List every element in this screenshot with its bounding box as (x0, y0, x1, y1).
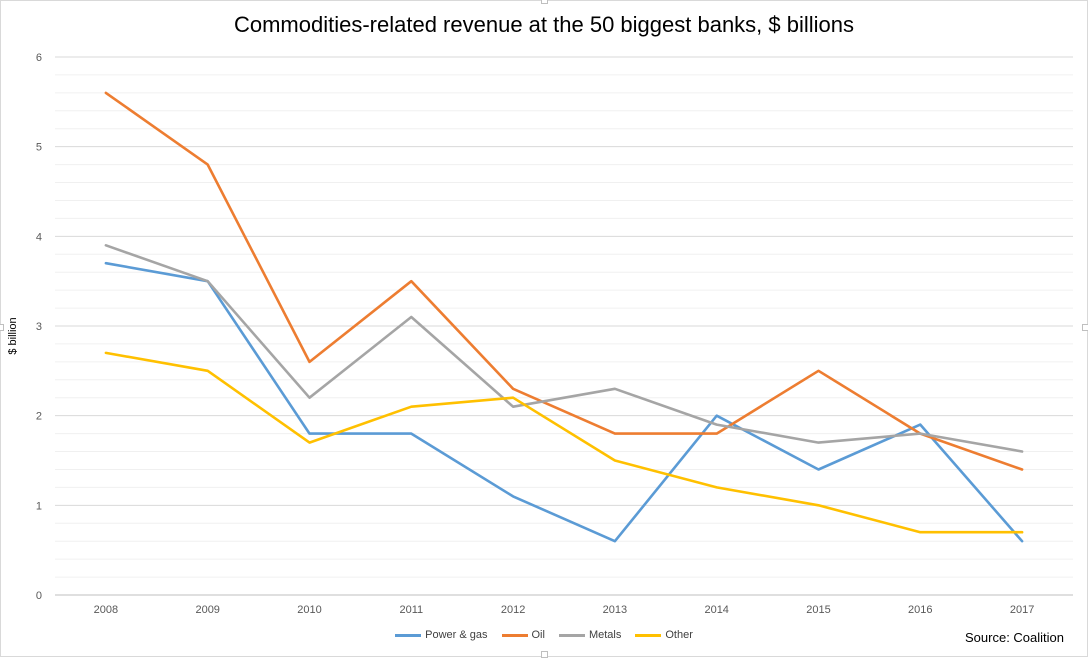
legend-item-other: Other (635, 629, 693, 641)
resize-handle-right[interactable] (1082, 324, 1088, 331)
legend-swatch-oil (501, 633, 528, 637)
x-tick-label: 2011 (399, 604, 423, 616)
series-line-oil (104, 91, 1024, 471)
x-tick-label: 2013 (603, 604, 627, 616)
legend-item-power-gas: Power & gas (395, 629, 488, 641)
y-tick-label: 5 (36, 142, 42, 154)
resize-handle-top[interactable] (541, 0, 548, 4)
chart-title: Commodities-related revenue at the 50 bi… (233, 12, 855, 37)
legend-item-metals: Metals (558, 629, 622, 641)
source-note: Source: Coalition (965, 630, 1064, 645)
legend-label-power-gas: Power & gas (425, 629, 488, 641)
legend-label-other: Other (665, 629, 693, 641)
x-tick-label: 2012 (501, 604, 525, 616)
x-tick-label: 2008 (94, 604, 118, 616)
resize-handle-left[interactable] (0, 324, 4, 331)
series-line-other (104, 351, 1024, 534)
legend: Power & gas Oil Metals Other (0, 629, 1088, 641)
x-tick-label: 2010 (297, 604, 321, 616)
y-tick-label: 1 (36, 500, 42, 512)
x-tick-label: 2009 (195, 604, 219, 616)
x-tick-label: 2016 (908, 604, 932, 616)
y-tick-label: 0 (36, 590, 42, 602)
y-tick-label: 3 (36, 321, 42, 333)
y-tick-label: 2 (36, 411, 42, 423)
legend-swatch-metals (558, 633, 585, 637)
legend-label-oil: Oil (531, 629, 545, 641)
x-tick-label: 2014 (704, 604, 728, 616)
legend-item-oil: Oil (501, 629, 545, 641)
legend-swatch-other (635, 633, 662, 637)
series-line-metals (104, 244, 1024, 453)
x-tick-label: 2017 (1010, 604, 1034, 616)
series-line-power-gas (104, 261, 1024, 543)
y-tick-label: 4 (36, 231, 42, 243)
legend-swatch-power-gas (395, 633, 422, 637)
y-tick-label: 6 (36, 52, 42, 64)
x-tick-label: 2015 (806, 604, 830, 616)
legend-label-metals: Metals (588, 629, 622, 641)
